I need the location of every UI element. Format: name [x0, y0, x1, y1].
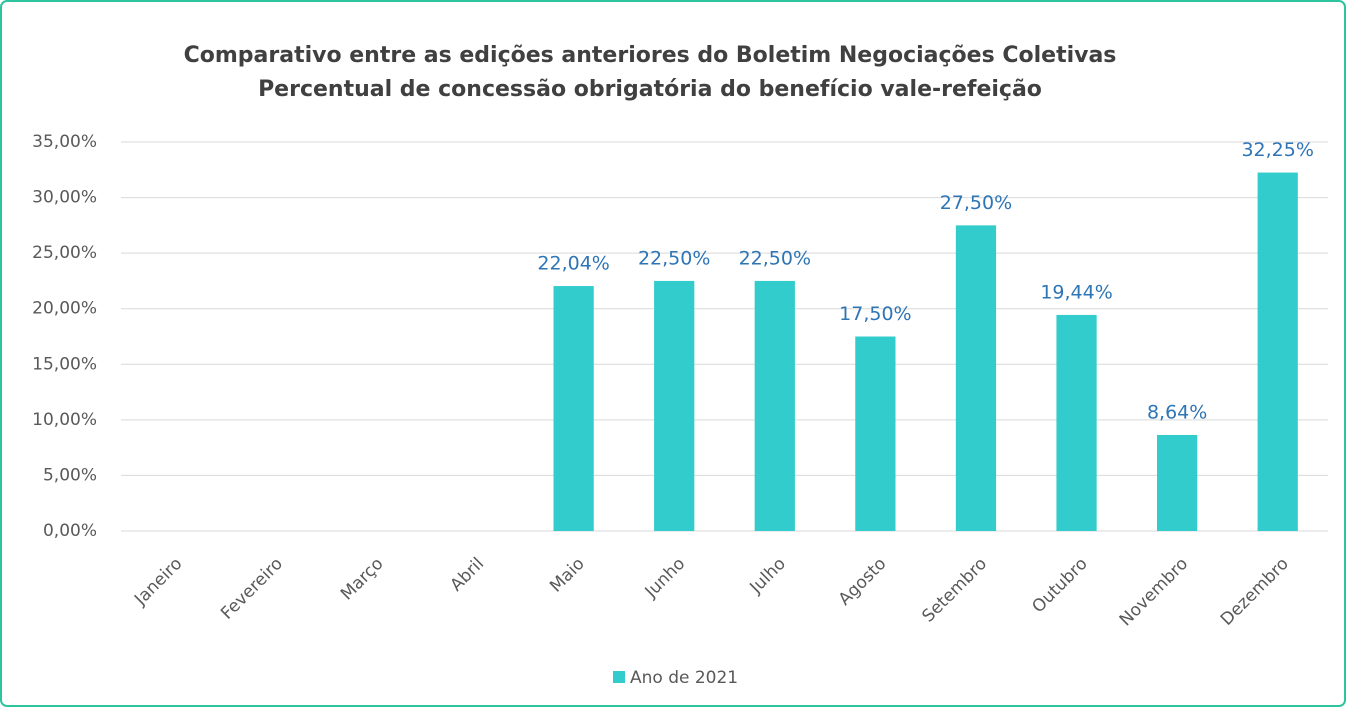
- data-label: 22,50%: [638, 247, 710, 269]
- data-label: 22,04%: [537, 253, 609, 275]
- chart-title: Comparativo entre as edições anteriores …: [184, 43, 1117, 68]
- legend-swatch: [613, 671, 625, 683]
- bar: [1257, 172, 1298, 532]
- y-tick-label: 20,00%: [32, 299, 97, 319]
- data-label: 27,50%: [940, 192, 1012, 214]
- bar: [553, 286, 594, 531]
- bar: [654, 280, 695, 531]
- bar: [1157, 434, 1198, 531]
- y-tick-label: 35,00%: [32, 132, 97, 152]
- bar: [1056, 314, 1097, 531]
- y-tick-label: 25,00%: [32, 243, 97, 263]
- data-label: 8,64%: [1147, 401, 1207, 423]
- bar: [855, 336, 896, 531]
- y-tick-label: 10,00%: [32, 410, 97, 430]
- legend-label: Ano de 2021: [630, 668, 738, 688]
- data-label: 19,44%: [1040, 281, 1112, 303]
- bar: [955, 225, 997, 531]
- data-label: 32,25%: [1241, 139, 1313, 161]
- data-label: 17,50%: [839, 303, 911, 325]
- y-tick-label: 0,00%: [43, 521, 97, 541]
- chart-subtitle: Percentual de concessão obrigatória do b…: [258, 77, 1042, 102]
- y-tick-label: 30,00%: [32, 188, 97, 208]
- data-label: 22,50%: [739, 247, 811, 269]
- bar: [754, 280, 795, 531]
- y-tick-label: 5,00%: [43, 465, 97, 485]
- y-tick-label: 15,00%: [32, 354, 97, 374]
